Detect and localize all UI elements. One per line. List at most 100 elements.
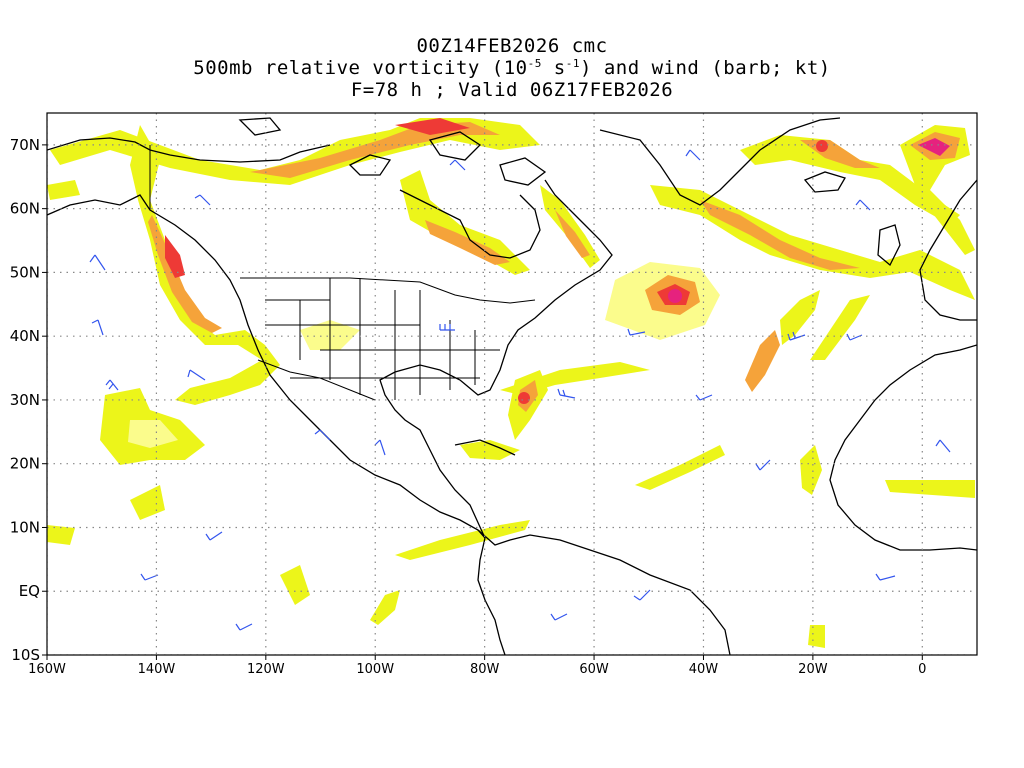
title-line-3: F=78 h ; Valid 06Z17FEB2026	[350, 79, 674, 101]
longitude-label: 100W	[356, 662, 394, 677]
title-exponent-1: -5	[527, 57, 542, 70]
vorticity-streak-caribbean	[395, 520, 530, 560]
wind-barb	[935, 439, 951, 453]
latitude-label: 60N	[10, 200, 40, 218]
wind-barb	[439, 324, 455, 331]
wind-barb	[627, 328, 646, 336]
border-us-canada	[240, 277, 536, 304]
coast-arctic-islands-2	[428, 131, 482, 161]
vorticity-max-norway	[918, 138, 950, 156]
wind-barb	[875, 573, 896, 581]
vorticity-streak-east-atlantic	[808, 625, 825, 648]
coast-uk	[877, 224, 901, 267]
coast-arctic-islands-4	[238, 117, 282, 136]
longitude-label: 40W	[689, 662, 719, 677]
wind-barb	[314, 429, 331, 441]
title-line-2-mid: s	[541, 57, 566, 79]
wind-barb	[91, 319, 104, 336]
latitude-label: 30N	[10, 391, 40, 409]
vorticity-band-iceland	[740, 135, 960, 225]
wind-barb	[235, 623, 253, 631]
coast-africa	[829, 344, 977, 551]
vorticity-streak-pacific-west	[47, 525, 75, 545]
latitude-label: 20N	[10, 455, 40, 473]
wind-barb	[685, 149, 701, 161]
coast-arctic-islands-3	[499, 157, 547, 186]
plot-frame	[46, 112, 978, 656]
wind-barb	[187, 369, 206, 381]
longitude-label: 80W	[470, 662, 500, 677]
vorticity-streak-sahara	[885, 480, 975, 498]
latitude-label: 70N	[10, 136, 40, 154]
coast-iceland	[803, 171, 846, 193]
wind-barbs	[89, 149, 951, 631]
vorticity-shading	[47, 118, 975, 648]
vorticity-band-greenland-core	[700, 200, 860, 270]
vorticity-streak-gulf	[460, 440, 520, 460]
wind-barb	[105, 379, 119, 391]
vorticity-max-iceland	[816, 140, 828, 152]
wind-barb	[89, 254, 106, 271]
coast-greenland	[599, 117, 841, 206]
wind-barb	[695, 394, 713, 401]
vorticity-max-arctic	[395, 118, 470, 135]
vorticity-band-labrador-core	[555, 210, 590, 258]
longitude-label: 160W	[28, 662, 66, 677]
wind-barb	[449, 159, 466, 171]
vorticity-blob-pacific-inner	[128, 420, 178, 448]
title-line-2-prefix: 500mb relative vorticity (10	[193, 57, 528, 79]
vorticity-max-bc	[165, 235, 185, 278]
wind-barb	[855, 199, 871, 211]
wind-barb	[550, 613, 568, 621]
wind-barb	[755, 459, 771, 471]
wind-barb	[557, 388, 576, 399]
coast-cuba	[454, 439, 516, 456]
vorticity-band-norway	[900, 125, 975, 255]
wind-barb	[205, 531, 223, 541]
wind-barb	[374, 439, 386, 456]
coast-north-america-east	[379, 179, 613, 539]
latitude-label: 10S	[11, 646, 40, 664]
plot-background	[47, 113, 977, 655]
vorticity-streak-north-pacific	[47, 180, 80, 200]
latitude-label: 50N	[10, 263, 40, 281]
vorticity-streak-mid-atlantic-2	[745, 330, 780, 392]
graticule	[47, 113, 977, 655]
vorticity-band-hudson	[400, 170, 530, 275]
title-line-2-suffix: ) and wind (barb; kt)	[579, 57, 831, 79]
longitude-label: 0	[918, 662, 926, 677]
wind-barb	[194, 194, 211, 206]
vorticity-band-alaska-core	[250, 122, 500, 178]
vorticity-streak-mid-atlantic-1	[780, 290, 820, 345]
coast-arctic-islands	[348, 154, 392, 176]
coast-south-america	[477, 529, 731, 655]
coast-south-america-west	[477, 537, 506, 655]
longitude-label: 20W	[798, 662, 828, 677]
latitude-label: EQ	[19, 582, 40, 600]
vorticity-atlantic-low-max	[668, 289, 682, 303]
longitude-label: 120W	[247, 662, 285, 677]
vorticity-streak-pacific-south	[130, 485, 165, 520]
vorticity-streak-mid-atlantic-3	[810, 295, 870, 360]
coast-north-america-west	[47, 194, 486, 539]
wind-barb	[633, 589, 651, 601]
vorticity-streak-west-africa	[800, 445, 822, 495]
coast-europe	[919, 179, 977, 321]
vorticity-band-west-coast-core	[148, 215, 222, 333]
vorticity-max-bahamas	[518, 392, 530, 404]
longitude-label: 140W	[138, 662, 176, 677]
longitude-label: 60W	[579, 662, 609, 677]
title-line-2: 500mb relative vorticity (10-5 s-1) and …	[0, 57, 1024, 79]
latitude-label: 10N	[10, 518, 40, 536]
coastlines	[47, 117, 977, 655]
latitude-label: 40N	[10, 327, 40, 345]
coast-hudson-bay	[399, 189, 541, 259]
vorticity-streak-equatorial	[370, 590, 400, 625]
coast-alaska	[47, 137, 331, 163]
vorticity-streak-tropical-atlantic	[635, 445, 725, 490]
vorticity-streak-pacific-east	[280, 565, 310, 605]
title-exponent-2: -1	[565, 57, 580, 70]
title-line-1: 00Z14FEB2026 cmc	[416, 35, 608, 57]
